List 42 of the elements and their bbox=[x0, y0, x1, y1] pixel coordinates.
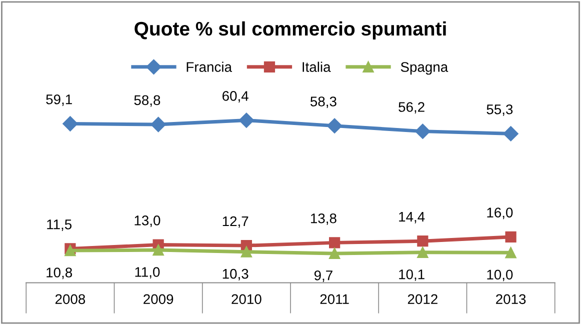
data-label: 10,8 bbox=[46, 268, 72, 280]
data-label: 16,0 bbox=[487, 208, 513, 220]
data-label: 58,3 bbox=[310, 96, 336, 108]
data-label: 13,0 bbox=[134, 216, 160, 228]
point bbox=[240, 246, 252, 258]
data-label: 12,7 bbox=[222, 216, 248, 228]
data-label: 55,3 bbox=[486, 104, 513, 116]
point bbox=[505, 231, 516, 242]
point bbox=[415, 124, 430, 139]
point bbox=[62, 116, 78, 132]
point bbox=[238, 112, 254, 128]
legend-label: Francia bbox=[186, 62, 232, 72]
data-label: 11,5 bbox=[47, 220, 72, 231]
data-label: 11,0 bbox=[135, 267, 160, 279]
x-tick-label: 2009 bbox=[144, 294, 174, 304]
point bbox=[150, 116, 166, 132]
data-label: 60,4 bbox=[222, 91, 248, 103]
data-label: 10,0 bbox=[487, 270, 513, 282]
point bbox=[505, 247, 516, 258]
data-label: 14,4 bbox=[399, 212, 425, 224]
data-label: 10,3 bbox=[222, 268, 248, 280]
data-label: 10,1 bbox=[399, 269, 424, 281]
legend-label: Spagna bbox=[400, 62, 448, 75]
legend-label: Italia bbox=[302, 62, 331, 72]
data-label: 9,7 bbox=[314, 270, 332, 282]
point bbox=[417, 236, 428, 247]
point bbox=[326, 118, 342, 134]
x-tick-label: 2013 bbox=[496, 294, 526, 304]
x-tick-label: 2010 bbox=[232, 294, 262, 304]
data-label: 58,8 bbox=[134, 95, 160, 107]
point bbox=[152, 244, 164, 256]
x-tick-label: 2008 bbox=[55, 294, 86, 304]
data-label: 59,1 bbox=[46, 94, 72, 106]
data-label: 13,8 bbox=[310, 213, 336, 225]
point bbox=[417, 246, 428, 258]
x-tick-label: 2012 bbox=[408, 294, 438, 304]
point bbox=[329, 248, 340, 260]
chart-title: Quote % sul commercio spumanti bbox=[134, 21, 446, 40]
point bbox=[503, 126, 518, 142]
data-label: 56,2 bbox=[398, 102, 424, 114]
x-tick-label: 2011 bbox=[320, 294, 349, 304]
point bbox=[329, 237, 340, 248]
